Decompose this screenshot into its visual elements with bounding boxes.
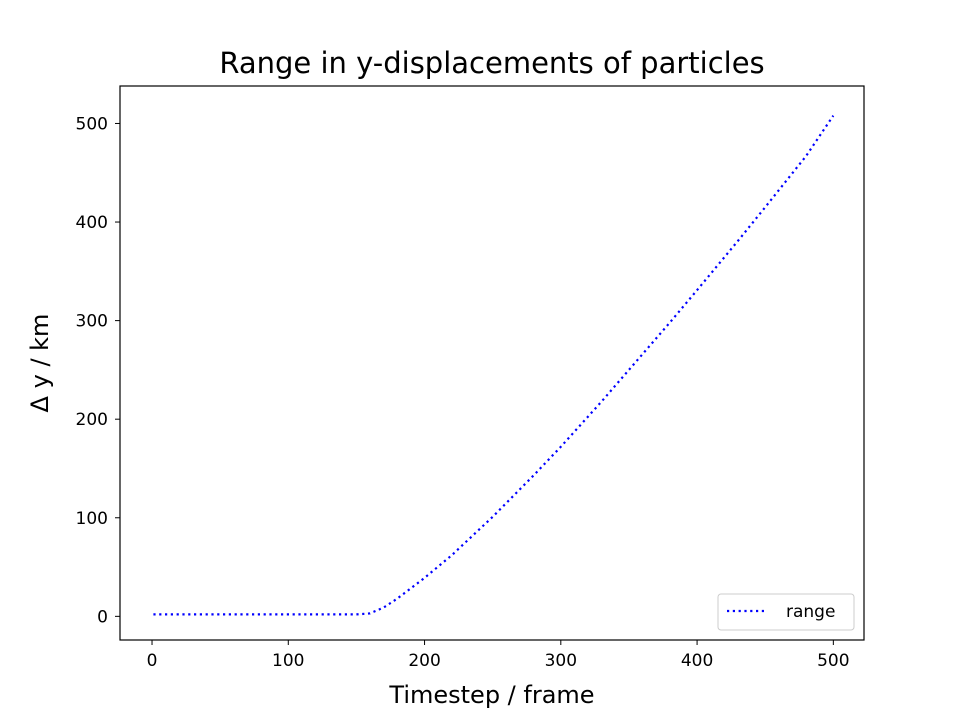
y-tick-label: 300 xyxy=(76,312,108,332)
x-tick-label: 200 xyxy=(408,651,440,671)
x-tick-label: 500 xyxy=(817,651,849,671)
x-tick-label: 0 xyxy=(147,651,158,671)
y-tick-label: 200 xyxy=(76,410,108,430)
y-axis-label: Δ y / km xyxy=(26,314,54,413)
y-axis-ticks: 0 100 200 300 400 500 xyxy=(76,114,120,627)
x-axis-label: Timestep / frame xyxy=(388,681,594,709)
y-tick-label: 0 xyxy=(97,607,108,627)
y-tick-label: 500 xyxy=(76,114,108,134)
y-tick-label: 100 xyxy=(76,509,108,529)
y-tick-label: 400 xyxy=(76,213,108,233)
legend-box xyxy=(717,593,855,631)
series-line-range xyxy=(153,114,835,616)
plot-frame xyxy=(119,85,865,641)
x-tick-label: 300 xyxy=(545,651,577,671)
x-tick-label: 400 xyxy=(681,651,713,671)
x-axis-ticks: 0 100 200 300 400 500 xyxy=(147,640,850,671)
legend: range xyxy=(717,593,855,631)
legend-label-range: range xyxy=(786,602,835,622)
chart-title: Range in y-displacements of particles xyxy=(219,46,764,80)
x-tick-label: 100 xyxy=(272,651,304,671)
